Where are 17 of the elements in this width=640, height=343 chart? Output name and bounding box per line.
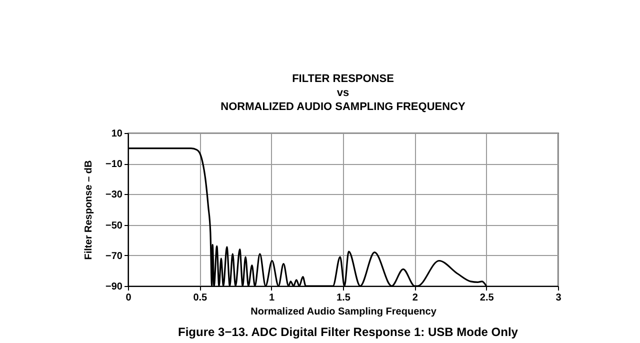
x-tick-label: 2: [412, 292, 418, 304]
chart-title: FILTER RESPONSE vs NORMALIZED AUDIO SAMPLING FREQUENCY: [220, 73, 466, 113]
x-tick-label: 2.5: [480, 292, 494, 304]
x-tick-label: 1: [269, 292, 276, 304]
x-tick-label: 0.5: [193, 292, 208, 304]
y-tick-label: −70: [106, 250, 123, 262]
y-tick-label: −30: [106, 190, 123, 201]
caption: Figure 3−13. ADC Digital Filter Response 1: USB Mode Only: [178, 325, 518, 339]
y-tick-label: −50: [106, 220, 123, 232]
x-tick-label: 1.5: [336, 292, 351, 304]
x-tick-label: 0: [126, 292, 132, 304]
y-axis-title: Filter Response – dB: [84, 160, 95, 260]
y-tick-label: 10: [111, 128, 123, 140]
y-tick-label: −90: [106, 282, 123, 292]
x-axis-title: Normalized Audio Sampling Frequency: [250, 306, 437, 318]
x-tick-label: 3: [556, 292, 562, 304]
y-tick-label: −10: [106, 159, 123, 170]
